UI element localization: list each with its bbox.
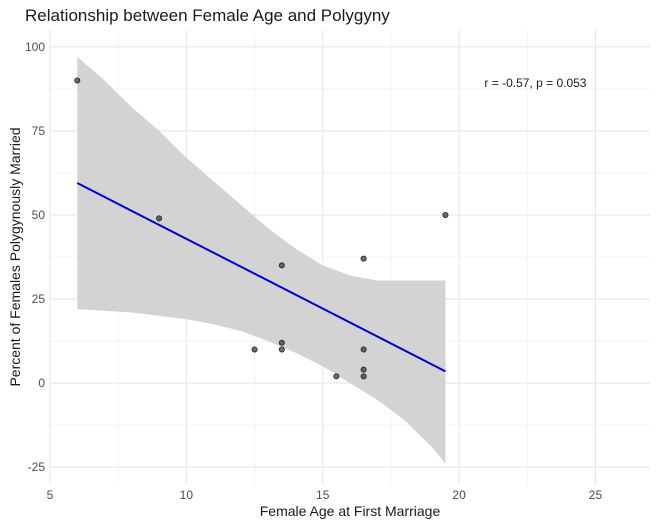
data-point [74,77,81,84]
correlation-annotation: r = -0.57, p = 0.053 [484,76,586,90]
data-point [442,211,449,218]
data-point [278,262,285,269]
y-axis-title: Percent of Females Polygynously Married [7,127,23,386]
fit-line-layer [76,182,446,373]
x-tick-labels: 5 10 15 20 25 [47,488,603,502]
confidence-band [77,56,446,464]
chart-title: Relationship between Female Age and Poly… [25,6,390,25]
y-tick-label: -25 [28,460,46,474]
y-tick-label: 75 [32,124,46,138]
x-tick-label: 5 [47,488,54,502]
data-point [360,366,367,373]
y-tick-labels: -25 0 25 50 75 100 [25,40,45,474]
y-tick-label: 0 [38,376,45,390]
data-point [360,346,367,353]
y-tick-label: 50 [32,208,46,222]
x-tick-label: 15 [316,488,330,502]
x-tick-label: 10 [180,488,194,502]
data-point [360,255,367,262]
x-axis-title: Female Age at First Marriage [260,503,441,519]
confidence-band-layer [77,56,446,464]
data-points-layer [74,77,449,380]
data-point [278,339,285,346]
regression-line [76,182,446,373]
data-point [251,346,258,353]
data-point [360,373,367,380]
data-point [156,215,163,222]
y-tick-label: 25 [32,292,46,306]
y-tick-label: 100 [25,40,45,54]
x-tick-label: 25 [589,488,603,502]
data-point [278,346,285,353]
x-tick-label: 20 [452,488,466,502]
data-point [333,373,340,380]
